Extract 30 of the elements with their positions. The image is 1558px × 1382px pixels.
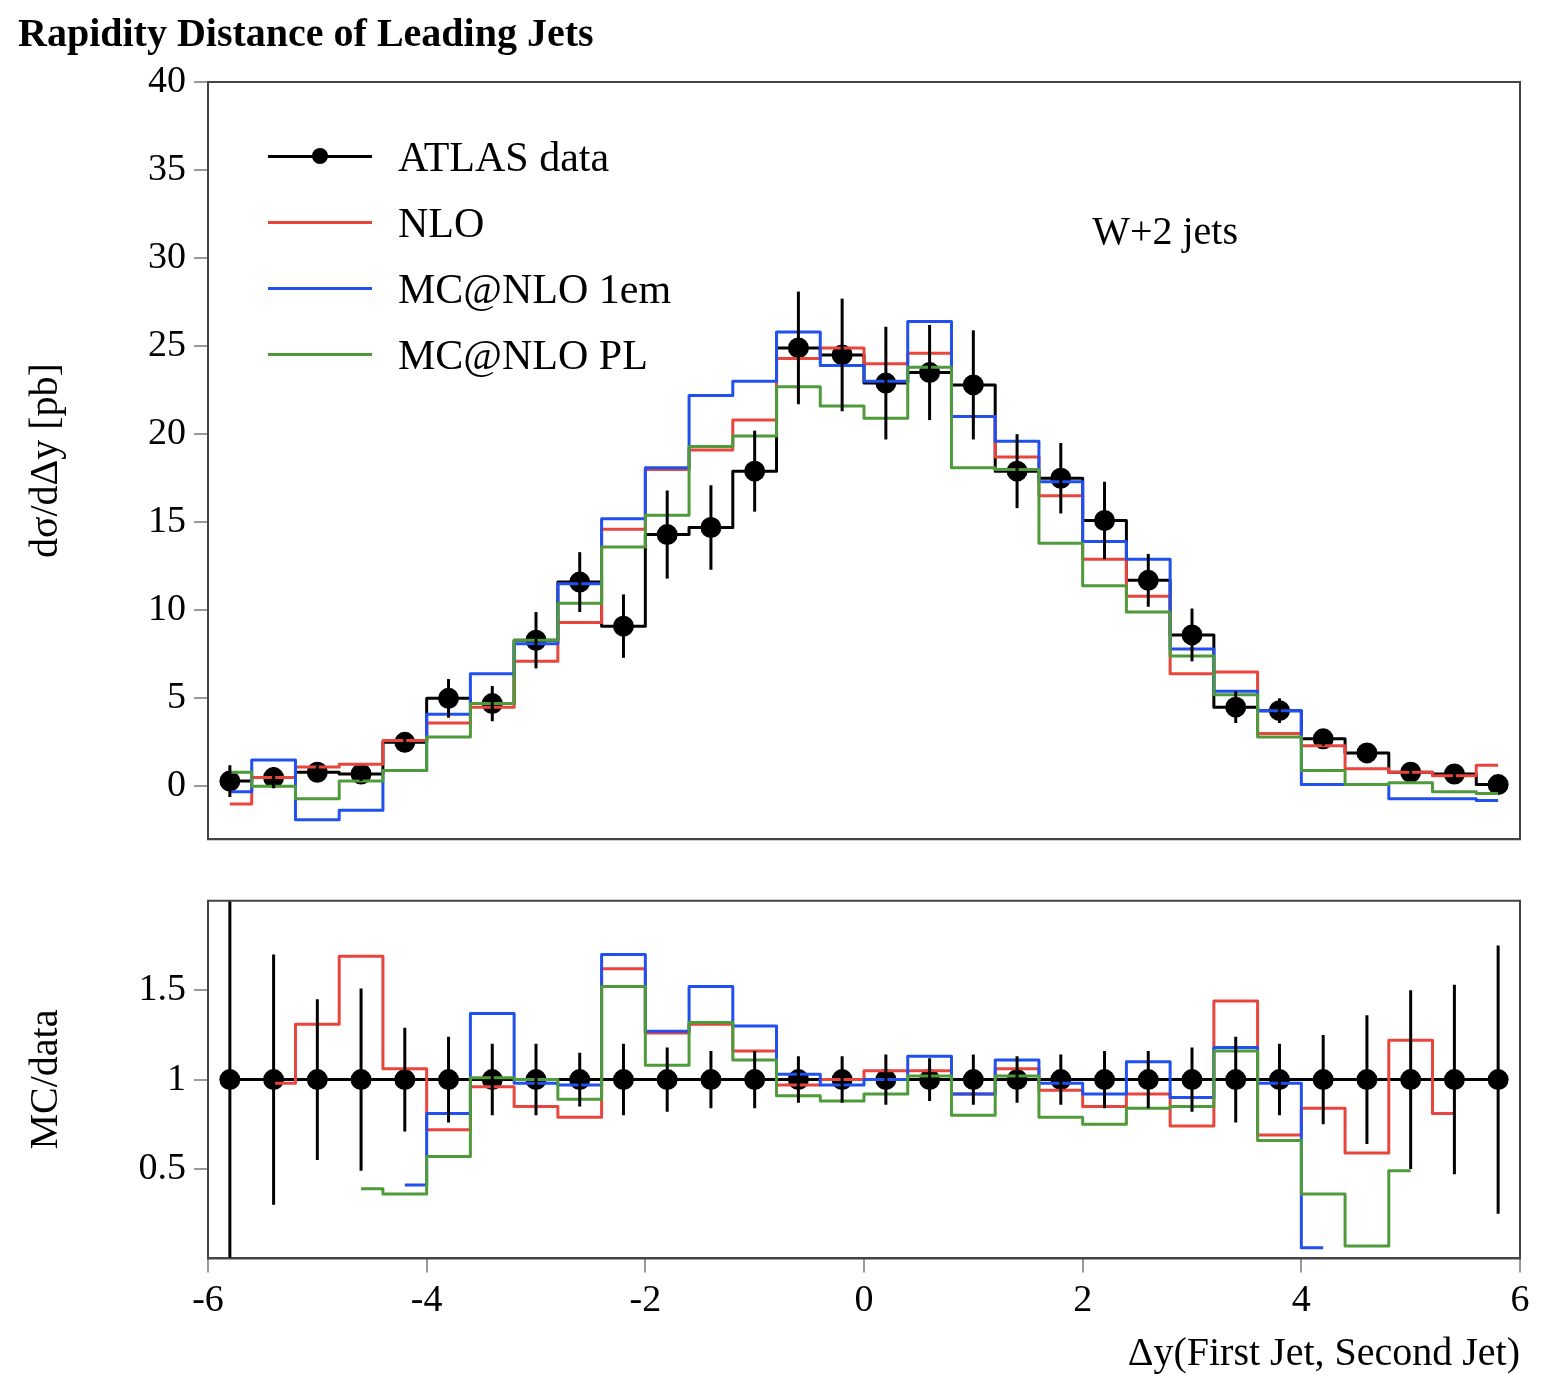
x-tick-label: 6	[1510, 1277, 1530, 1320]
y-tick-label: 20	[148, 410, 186, 453]
x-tick-label: 4	[1291, 1277, 1311, 1320]
chart-title: Rapidity Distance of Leading Jets	[18, 10, 594, 56]
y-tick-label: 1.5	[138, 966, 186, 1009]
y-tick-label: 5	[167, 674, 186, 717]
legend-label: ATLAS data	[398, 133, 610, 181]
y-tick-label: 10	[148, 586, 186, 629]
y-tick-label: 30	[148, 234, 186, 277]
y-tick-label: 40	[148, 57, 186, 100]
x-tick-label: -4	[410, 1277, 443, 1320]
legend-label: MC@NLO PL	[398, 331, 648, 379]
point	[1487, 774, 1509, 796]
point	[1356, 742, 1378, 764]
y-tick-label: 25	[148, 322, 186, 365]
annotation: W+2 jets	[1092, 207, 1238, 254]
y-tick-label: 15	[148, 498, 186, 541]
legend-label: NLO	[398, 199, 485, 247]
legend-label: MC@NLO 1em	[398, 265, 672, 313]
x-tick-label: 2	[1073, 1277, 1093, 1320]
x-tick-label: 0	[854, 1277, 874, 1320]
y-tick-label: 35	[148, 146, 186, 189]
y-tick-label: 1	[167, 1055, 186, 1098]
y-axis-title: dσ/dΔy [pb]	[20, 363, 66, 559]
y-tick-label: 0.5	[138, 1144, 186, 1187]
y-tick-label: 0	[167, 762, 186, 805]
y-axis-title: MC/data	[20, 1009, 66, 1150]
x-axis-title: Δy(First Jet, Second Jet)	[1127, 1328, 1520, 1374]
x-tick-label: -6	[192, 1277, 224, 1320]
x-tick-label: -2	[629, 1277, 662, 1320]
